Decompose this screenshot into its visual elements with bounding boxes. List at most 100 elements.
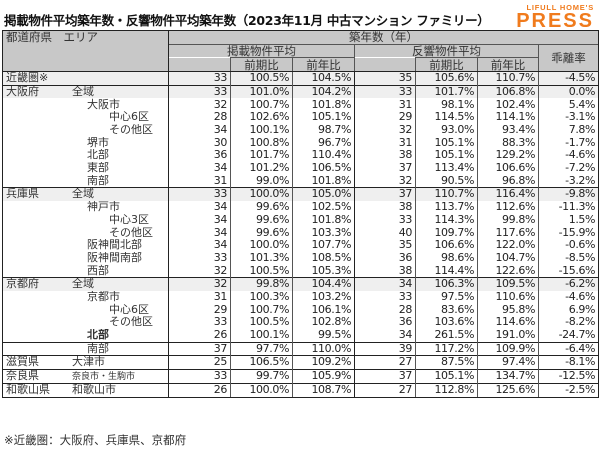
response-yoy: 122.6% [495,264,535,277]
table-row: 阪神間北部 34 100.0% 107.7% 35 106.6% 122.0% -0.6% [2,239,600,252]
response-qoq: 105.6% [415,71,478,86]
response-age: 35 [398,239,413,252]
response-yoy: 104.7% [495,251,535,264]
deviation-rate: 1.5% [537,213,600,227]
area-label: 京都市 [87,290,120,303]
response-qoq: 113.4% [415,161,478,175]
listed-age: 33 [168,71,231,86]
listed-age: 36 [168,149,231,162]
listed-age: 33 [168,368,231,384]
area-label: 全域 [72,187,94,201]
listed-age: 34 [168,213,231,227]
response-age: 38 [398,264,413,277]
listed-yoy: 108.7% [292,383,355,398]
response-qoq: 105.1% [415,368,478,384]
listed-age: 34 [168,200,231,214]
area-label: 中心6区 [109,303,149,316]
row-label: 京都府 全域 [2,277,169,291]
response-age: 36 [398,251,413,264]
listed-age: 34 [168,239,231,252]
response-qoq: 87.5% [415,355,478,370]
table-row: 近畿圏※ 33 100.5% 104.5% 35 105.6% 110.7% -4.5% [2,71,600,86]
response-age: 33 [398,290,413,303]
response-yoy: 134.7% [477,368,539,384]
page-title: 掲載物件平均築年数・反響物件平均築年数（2023年11月 中古マンション ファミ… [4,13,490,28]
row-label: 南部 [2,341,169,356]
listed-qoq: 99.6% [230,200,293,214]
deviation-rate: -15.6% [537,264,600,278]
response-qoq: 110.7% [415,187,478,201]
listed-yoy: 102.8% [292,316,355,329]
row-label: 南部 [2,174,169,188]
listed-yoy: 96.7% [292,136,355,150]
response-yoy: 122.0% [495,239,535,252]
table-row: 滋賀県 大津市 25 106.5% 109.2% 27 87.5% 97.4% -8.1% [2,355,600,370]
response-age: 32 [398,174,413,187]
area-label: その他区 [109,123,153,136]
response-yoy: 109.5% [477,277,539,291]
building-age-table: 都道府県 エリア 築年数（年） 掲載物件平均 反響物件平均 乖離率 前期比 前年… [2,29,600,398]
area-label: 東部 [87,161,109,175]
listed-age: 25 [168,355,231,370]
prefecture-label: 奈良県 [6,369,39,382]
response-yoy: 97.4% [477,355,539,370]
listed-yoy: 107.7% [292,239,355,252]
listed-yoy: 101.8% [292,98,355,112]
listed-qoq: 100.7% [230,303,293,317]
deviation-rate: -9.8% [537,187,600,201]
deviation-rate: -1.7% [537,136,600,150]
listed-yoy: 99.5% [292,328,355,342]
listed-qoq: 101.0% [230,84,293,99]
row-label: 西部 [2,264,169,278]
header-pref-area: 都道府県 エリア [2,29,169,73]
deviation-rate: -4.6% [537,149,600,162]
response-age: 37 [354,187,416,201]
response-age: 27 [354,355,416,370]
listed-qoq: 101.7% [230,149,293,162]
listed-yoy: 106.1% [292,303,355,317]
footnote: ※近畿圏：大阪府、兵庫県、京都府 [4,433,187,447]
table-row: 南部 31 99.0% 101.8% 32 90.5% 96.8% -3.2% [2,174,600,188]
table-row: 北部 26 100.1% 99.5% 34 261.5% 191.0% -24.7% [2,328,600,342]
deviation-rate: -8.1% [537,355,600,370]
response-age: 31 [398,136,413,149]
listed-age: 32 [168,98,231,112]
response-yoy: 106.8% [477,84,539,99]
header-building-age: 築年数（年） [168,30,600,45]
row-label: 神戸市 [2,200,169,214]
listed-qoq: 102.6% [230,111,293,124]
listed-qoq: 100.7% [230,98,293,112]
listed-yoy: 104.4% [292,277,355,291]
row-label: 東部 [2,161,169,175]
area-label: 南部 [87,174,109,187]
prefecture-label: 近畿圏※ [6,71,49,85]
table-row: 和歌山県 和歌山市 26 100.0% 108.7% 27 112.8% 125.6% -2.5… [2,383,600,398]
listed-yoy: 105.1% [292,111,355,124]
deviation-rate: -6.4% [537,341,600,356]
response-age: 33 [398,213,413,226]
row-label: 中心6区 [2,111,169,124]
listed-qoq: 100.3% [230,290,293,304]
row-label: 和歌山県 和歌山市 [2,383,169,398]
lifull-press-logo: LIFULL HOME'S PRESS [516,3,594,31]
row-label: 中心3区 [2,213,169,227]
response-qoq: 106.6% [415,239,478,252]
table-row: 阪神間南部 33 101.3% 108.5% 36 98.6% 104.7% -8.5% [2,251,600,265]
listed-age: 31 [168,290,231,304]
listed-qoq: 100.1% [230,328,293,342]
listed-qoq: 99.8% [230,277,293,291]
listed-qoq: 97.7% [230,341,293,356]
response-age: 29 [398,111,413,124]
response-yoy: 114.1% [495,111,535,124]
listed-yoy: 105.9% [292,368,355,384]
response-yoy: 114.6% [495,316,535,329]
row-label: その他区 [2,123,169,137]
listed-yoy: 110.0% [292,341,355,356]
response-age: 37 [354,368,416,384]
response-yoy: 110.7% [477,71,539,86]
listed-yoy: 101.8% [292,213,355,227]
deviation-rate: -12.5% [537,368,600,384]
table-row: 兵庫県 全域 33 100.0% 105.0% 37 110.7% 116.4% -9.8% [2,187,600,201]
response-qoq: 113.7% [415,200,478,214]
response-age: 34 [398,328,413,341]
